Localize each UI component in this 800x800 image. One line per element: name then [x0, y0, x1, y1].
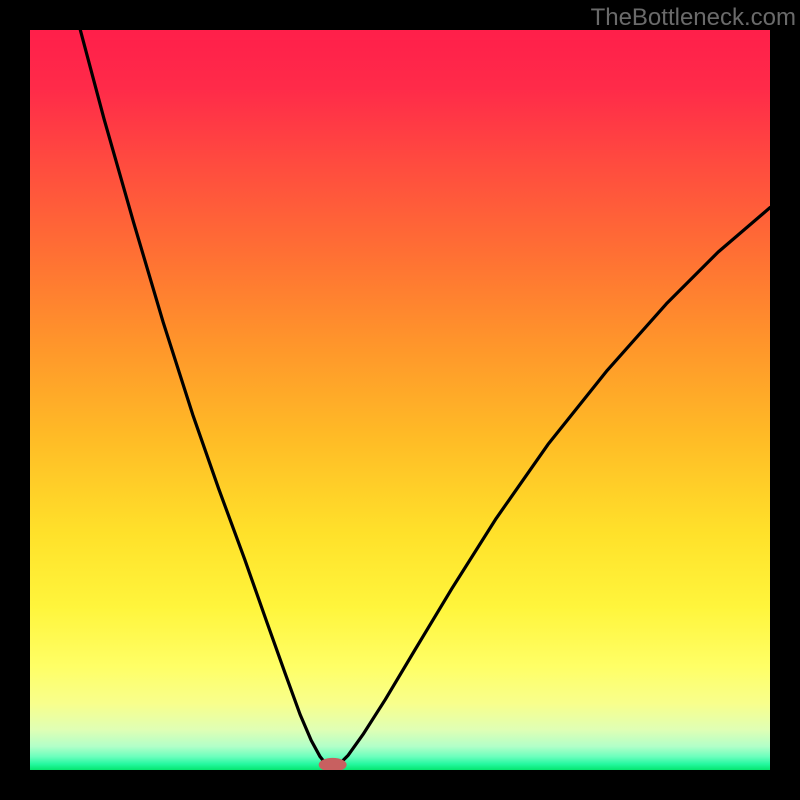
plot-area [30, 30, 770, 770]
plot-svg [30, 30, 770, 770]
watermark-text: TheBottleneck.com [591, 4, 796, 32]
outer-frame: TheBottleneck.com [0, 0, 800, 800]
chart-root: TheBottleneck.com [0, 0, 800, 800]
gradient-background [30, 30, 770, 770]
